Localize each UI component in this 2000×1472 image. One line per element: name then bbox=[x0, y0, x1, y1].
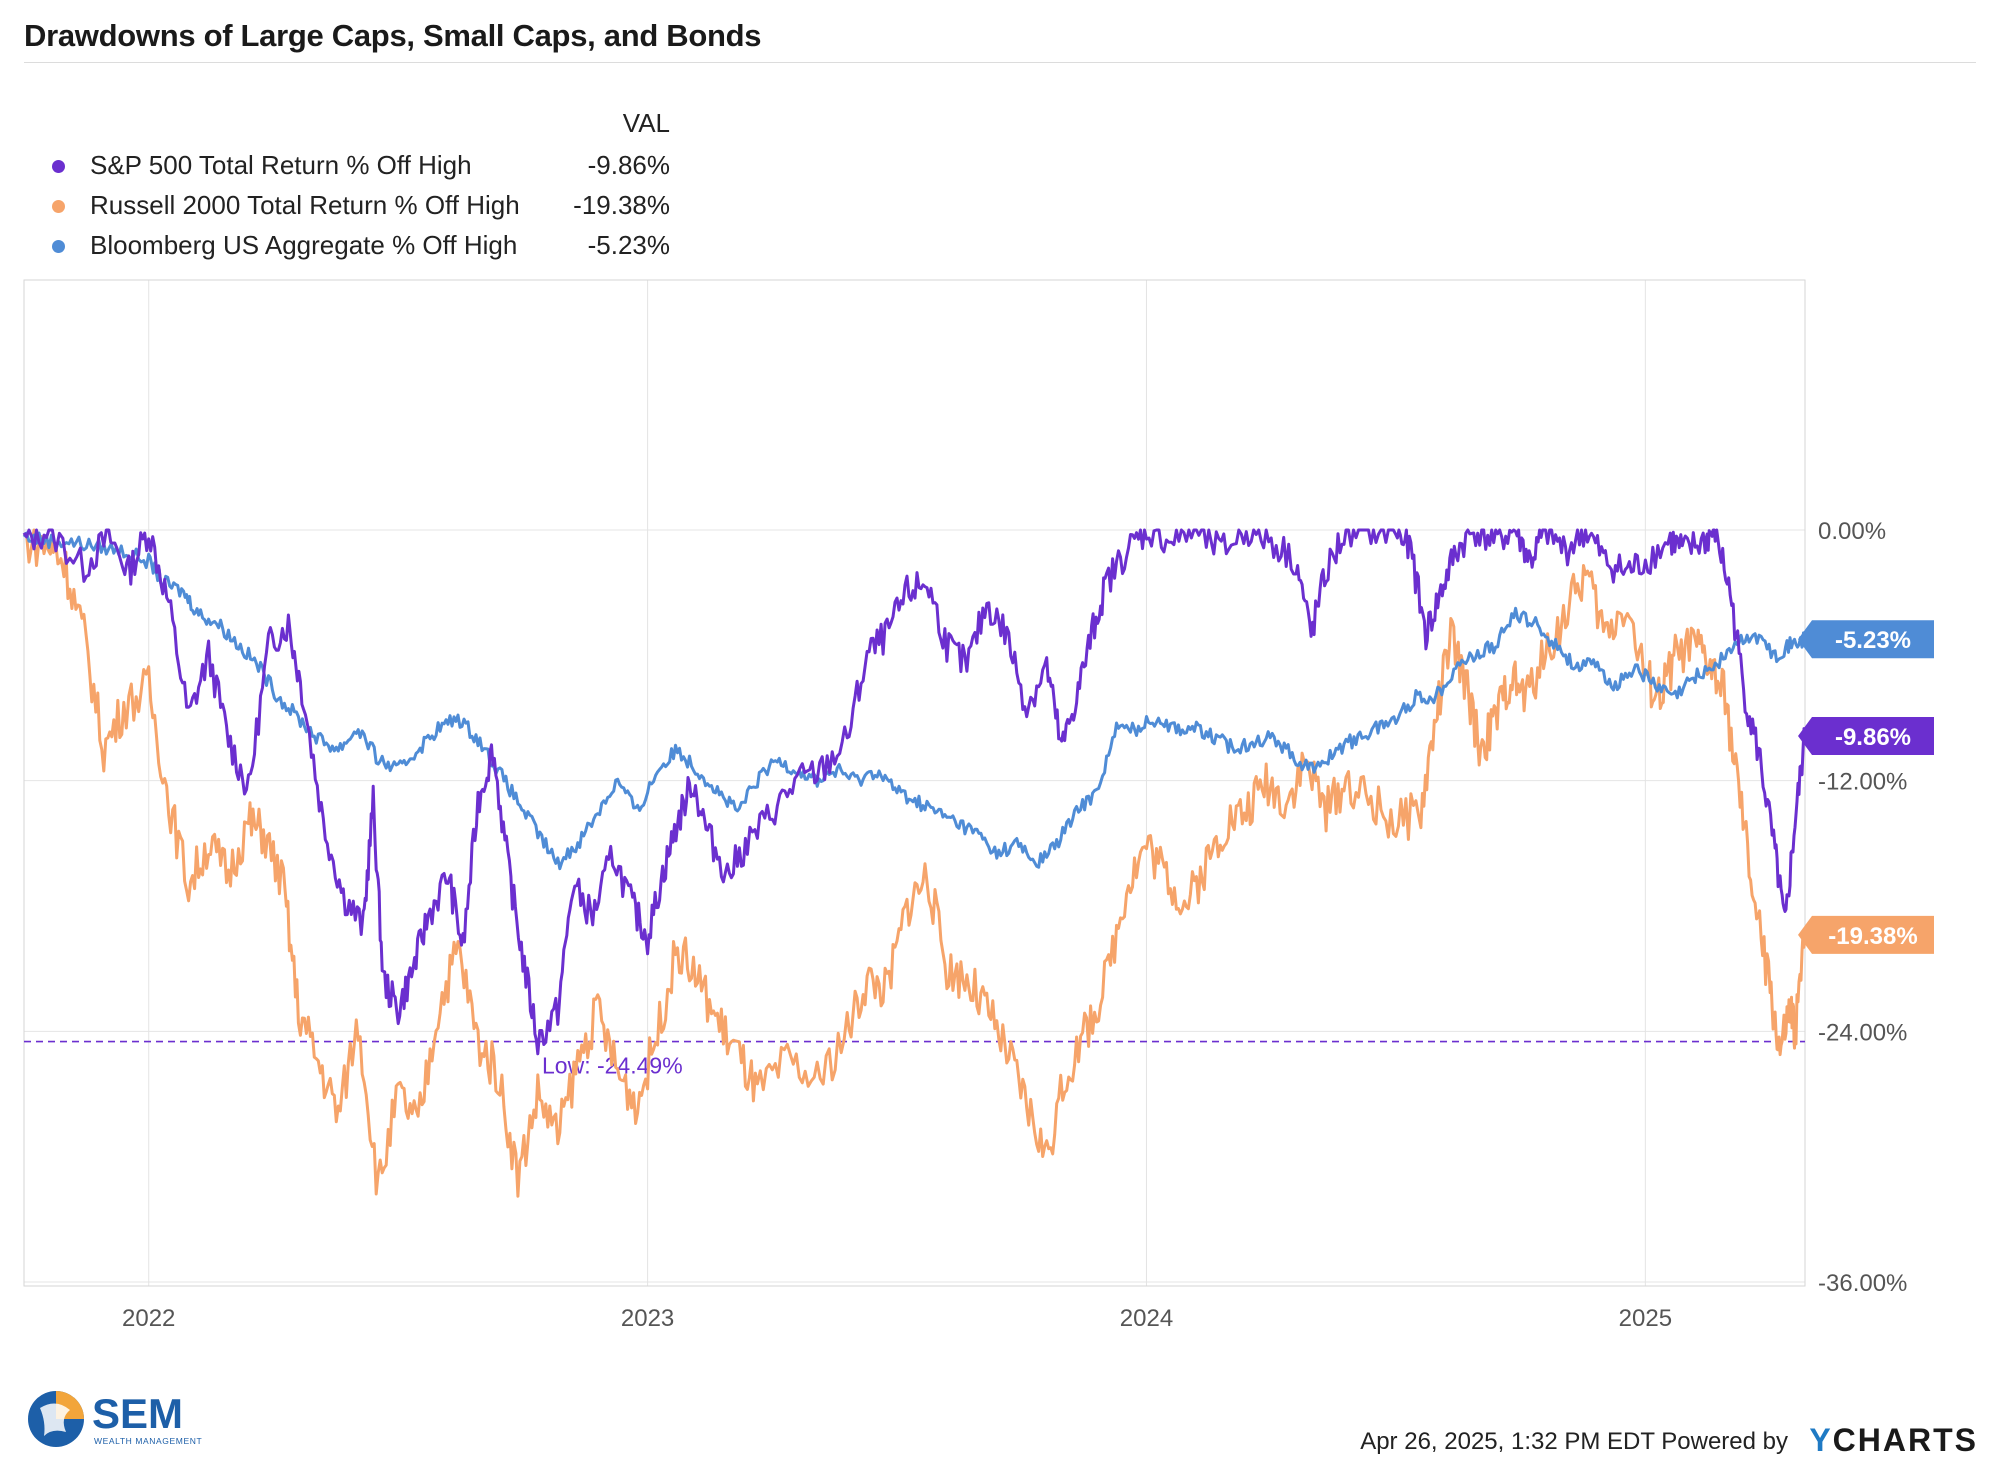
x-tick-label: 2025 bbox=[1619, 1305, 1672, 1332]
end-label-text: -9.86% bbox=[1835, 724, 1911, 751]
end-label-text: -19.38% bbox=[1828, 923, 1917, 950]
legend-item-value: -19.38% bbox=[573, 190, 670, 220]
plot-frame bbox=[23, 279, 1806, 1287]
timestamp: Apr 26, 2025, 1:32 PM EDT Powered by bbox=[1360, 1428, 1788, 1455]
legend-dot-icon bbox=[52, 240, 65, 253]
ycharts-name: CHARTS bbox=[1832, 1422, 1978, 1458]
x-tick-label: 2024 bbox=[1120, 1305, 1173, 1332]
y-tick-label: -24.00% bbox=[1818, 1019, 1907, 1046]
ycharts-logo[interactable]: YCHARTS bbox=[1809, 1422, 1978, 1459]
end-label-tag bbox=[1798, 716, 1934, 755]
end-label-tag bbox=[1798, 915, 1934, 954]
end-label-tag bbox=[1798, 620, 1934, 659]
legend-item-label: Bloomberg US Aggregate % Off High bbox=[90, 230, 518, 260]
globe-icon: SEM WEALTH MANAGEMENT bbox=[28, 1390, 202, 1447]
series-line bbox=[22, 531, 1807, 871]
logo-subtext: WEALTH MANAGEMENT bbox=[94, 1436, 202, 1446]
x-tick-label: 2022 bbox=[122, 1305, 175, 1332]
legend-item-value: -9.86% bbox=[587, 150, 670, 180]
legend-dot-icon bbox=[52, 200, 65, 213]
chart-title: Drawdowns of Large Caps, Small Caps, and… bbox=[24, 18, 762, 53]
chart-grid bbox=[24, 280, 1805, 1286]
end-value-labels: -5.23% -9.86% -19.38% bbox=[1798, 620, 1934, 954]
ycharts-y: Y bbox=[1809, 1422, 1833, 1458]
sem-logo: SEM WEALTH MANAGEMENT bbox=[26, 1388, 216, 1450]
series-lines bbox=[22, 528, 1807, 1198]
y-tick-label: 0.00% bbox=[1818, 518, 1886, 545]
legend-item-label: Russell 2000 Total Return % Off High bbox=[90, 190, 520, 220]
x-tick-label: 2023 bbox=[621, 1305, 674, 1332]
end-label-text: -5.23% bbox=[1835, 627, 1911, 654]
title-divider bbox=[24, 62, 1976, 63]
logo-text: SEM bbox=[92, 1390, 183, 1437]
legend-item-value: -5.23% bbox=[587, 230, 670, 260]
y-tick-label: -36.00% bbox=[1818, 1270, 1907, 1297]
legend-value-header: VAL bbox=[622, 108, 670, 138]
series-line bbox=[22, 528, 1807, 1056]
low-reference: Low: -24.49% bbox=[24, 1040, 1805, 1079]
series-line bbox=[22, 528, 1807, 1198]
legend-dot-icon bbox=[52, 160, 65, 173]
axis-labels: 0.00% -12.00% -24.00% -36.00% 2022 2023 2024 20… bbox=[122, 518, 1907, 1332]
y-tick-label: -12.00% bbox=[1818, 769, 1907, 796]
legend-item-label: S&P 500 Total Return % Off High bbox=[90, 150, 472, 180]
